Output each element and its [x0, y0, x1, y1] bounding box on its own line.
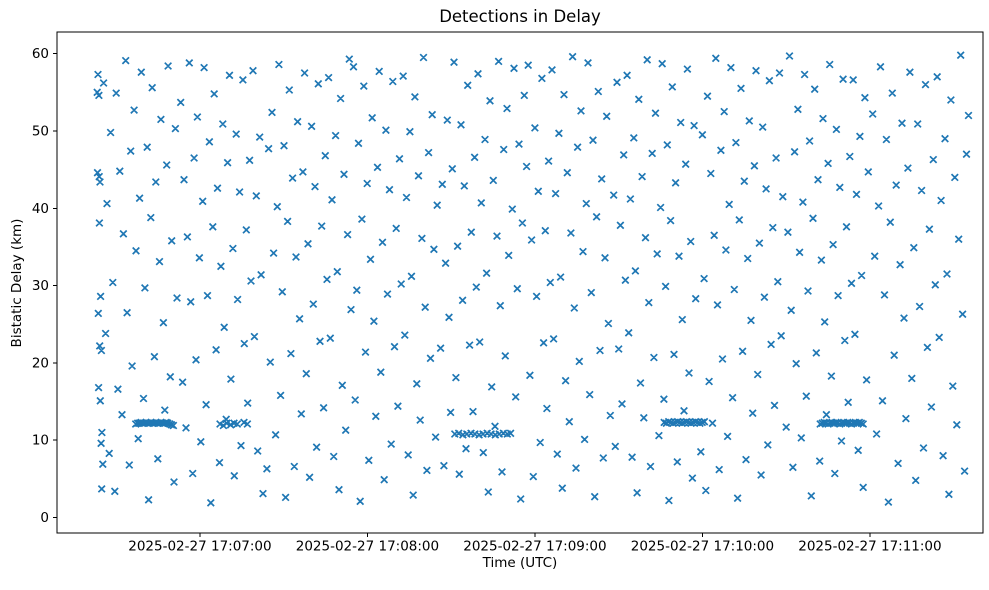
y-tick-label: 0 [40, 510, 49, 526]
y-tick-label: 30 [32, 278, 49, 294]
y-tick-label: 20 [32, 355, 49, 371]
y-tick-label: 10 [32, 433, 49, 449]
scatter-points [93, 51, 973, 507]
chart-title: Detections in Delay [439, 7, 601, 26]
x-tick-label: 2025-02-27 17:08:00 [296, 539, 439, 555]
x-tick-label: 2025-02-27 17:10:00 [631, 539, 774, 555]
x-axis-label: Time (UTC) [482, 555, 558, 571]
x-tick-label: 2025-02-27 17:11:00 [798, 539, 941, 555]
y-tick-label: 40 [32, 201, 49, 217]
y-tick-label: 60 [32, 46, 49, 62]
y-tick-label: 50 [32, 123, 49, 139]
x-tick-label: 2025-02-27 17:07:00 [128, 539, 271, 555]
axes-spines [56, 31, 984, 534]
x-tick-label: 2025-02-27 17:09:00 [463, 539, 606, 555]
